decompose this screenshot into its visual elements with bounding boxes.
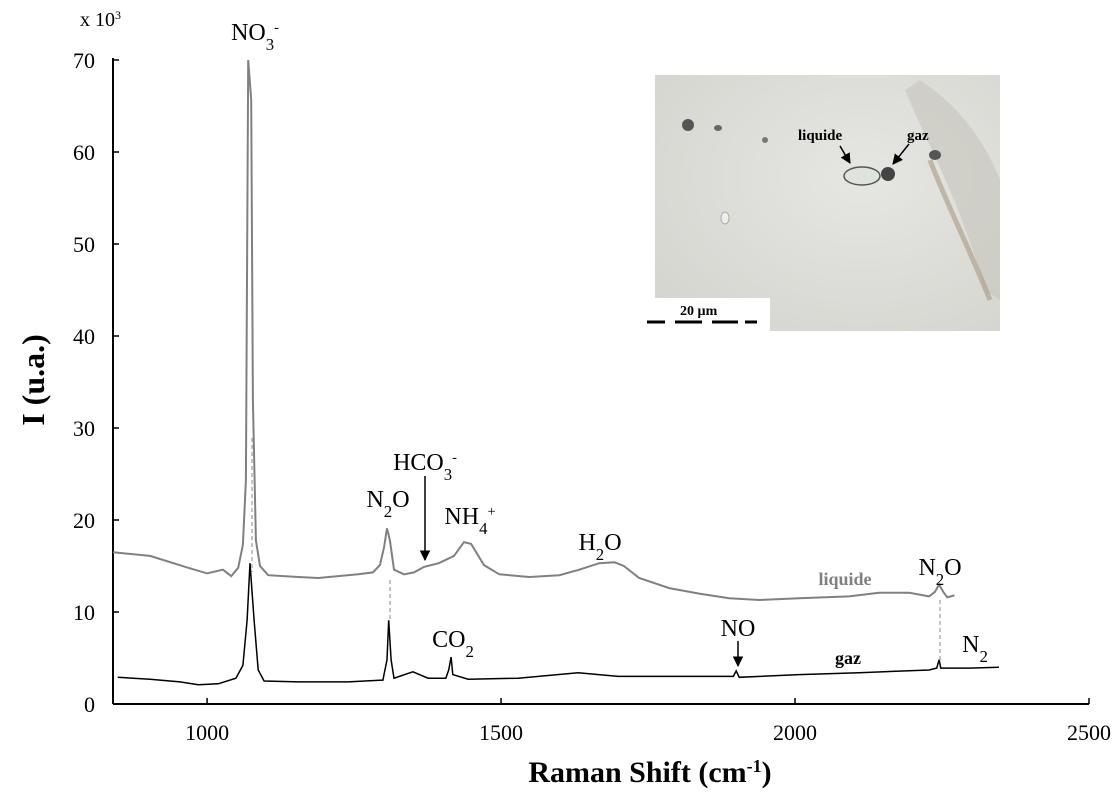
- scale-label: 20 µm: [680, 304, 718, 319]
- photo-blob: [720, 211, 730, 225]
- photo-texture: [927, 159, 993, 301]
- annotation-part: 3: [266, 35, 274, 54]
- inclusion-gas: [881, 167, 895, 181]
- annotation-part: N: [918, 555, 935, 581]
- annotation-part: N: [366, 487, 383, 513]
- x-tick-label: 2500: [1067, 720, 1111, 745]
- series-label: gaz: [835, 648, 861, 668]
- series-line: [112, 59, 955, 602]
- series-label: liquide: [818, 569, 871, 589]
- photo-texture: [905, 80, 1000, 300]
- annotation: N2O: [918, 555, 961, 589]
- annotation-part: 2: [465, 642, 473, 661]
- y-tick-label: 30: [73, 416, 95, 441]
- annotation: CO2: [432, 627, 474, 661]
- annotation-part: -: [452, 450, 457, 466]
- annotation-part: 4: [479, 519, 488, 538]
- y-axis-title-part: I (u.a.): [15, 334, 51, 426]
- annotation-part: 2: [596, 545, 604, 564]
- x-axis-title-part: ): [762, 756, 772, 789]
- x-tick-label: 1500: [479, 720, 523, 745]
- series-line: [117, 563, 1000, 686]
- annotation-part: 2: [384, 502, 392, 521]
- y-axis-title: I (u.a.): [15, 334, 51, 426]
- photo-blob: [714, 125, 722, 131]
- annotation-part: +: [487, 504, 495, 520]
- x-tick-label: 2000: [773, 720, 817, 745]
- annotation-part: H: [578, 530, 595, 556]
- photo-blob: [762, 137, 768, 143]
- annotation-part: 3: [444, 465, 452, 484]
- inset-arrow: [892, 143, 910, 165]
- x-axis-title: Raman Shift (cm-1): [528, 756, 771, 789]
- annotation: N2: [962, 632, 988, 666]
- annotation: NH4+: [444, 504, 495, 538]
- guides: [251, 438, 941, 660]
- annotation-part: NO: [721, 616, 756, 642]
- x-axis-title-part: Raman Shift (cm: [528, 756, 746, 789]
- annotation-part: 2: [979, 647, 987, 666]
- annotation-part: O: [392, 487, 409, 513]
- y-multiplier-part: 3: [115, 8, 121, 22]
- y-tick-label: 60: [73, 140, 95, 165]
- annotation-part: N: [962, 632, 979, 658]
- y-multiplier-part: x 10: [80, 9, 115, 31]
- y-tick-label: 70: [73, 48, 95, 73]
- photo-blob: [929, 150, 941, 160]
- inset-label: gaz: [907, 128, 929, 144]
- annotation: HCO3-: [393, 450, 457, 484]
- annotation-part: NO: [231, 20, 266, 46]
- inset-arrow: [839, 145, 851, 164]
- annotation-part: HCO: [393, 450, 444, 476]
- scale-box: [655, 298, 770, 331]
- annotation: H2O: [578, 530, 621, 564]
- annotation-part: NH: [444, 504, 479, 530]
- y-tick-label: 10: [73, 600, 95, 625]
- y-tick-label: 20: [73, 508, 95, 533]
- annotation-part: -: [274, 20, 279, 36]
- y-multiplier: x 103: [80, 8, 121, 31]
- annotation-part: 2: [936, 570, 944, 589]
- y-tick-label: 40: [73, 324, 95, 349]
- annotation-part: CO: [432, 627, 465, 653]
- inset-photo: liquide gaz 20 µm: [647, 75, 1000, 331]
- annotation: N2O: [366, 487, 409, 521]
- x-axis-title-part: -1: [747, 756, 762, 776]
- y-tick-label: 0: [84, 692, 95, 717]
- x-tick-label: 1000: [185, 720, 229, 745]
- annotation-part: O: [944, 555, 961, 581]
- inset-label: liquide: [798, 128, 843, 144]
- y-tick-label: 50: [73, 232, 95, 257]
- photo-blob: [682, 119, 694, 131]
- inclusion-liquid: [843, 166, 881, 186]
- annotation: NO3-: [231, 20, 279, 54]
- annotation: NO: [721, 616, 756, 642]
- annotation-part: O: [604, 530, 621, 556]
